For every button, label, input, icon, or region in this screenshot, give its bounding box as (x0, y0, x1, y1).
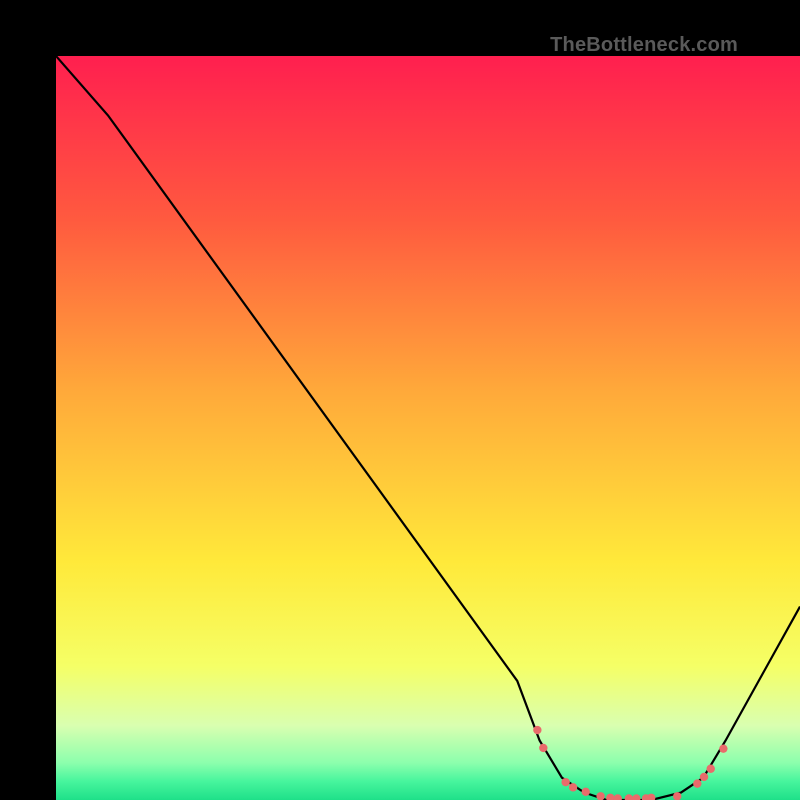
chart-background (56, 56, 800, 800)
chart-marker (569, 783, 577, 791)
watermark-text: TheBottleneck.com (550, 34, 738, 57)
chart-frame: TheBottleneck.com (0, 0, 800, 800)
chart-marker (719, 744, 727, 752)
plot-area (56, 56, 800, 800)
chart-marker (539, 744, 547, 752)
chart-marker (561, 778, 569, 786)
chart-marker (700, 773, 708, 781)
chart-marker (533, 726, 541, 734)
chart-marker (693, 779, 701, 787)
chart-marker (582, 788, 590, 796)
chart-marker (707, 765, 715, 773)
chart-svg (56, 56, 800, 800)
